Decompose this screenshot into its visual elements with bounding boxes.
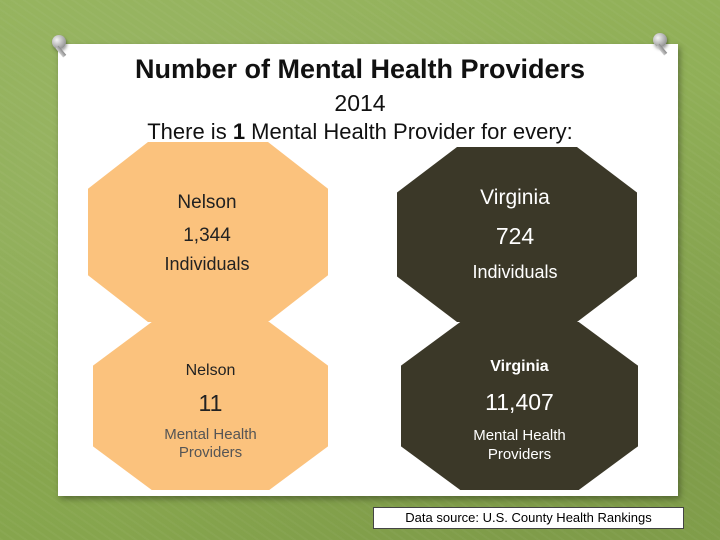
nelson-individuals-value: 1,344: [183, 225, 231, 246]
subtitle-number: 1: [232, 119, 246, 144]
nelson-providers-unit-line1: Mental Health: [164, 426, 257, 443]
nelson-providers-unit-line2: Providers: [178, 444, 243, 461]
year-label: 2014: [334, 90, 386, 116]
virginia-providers-unit-line1: Mental Health: [473, 427, 566, 444]
subtitle-prefix: There is: [147, 119, 233, 144]
page-title: Number of Mental Health Providers: [134, 54, 586, 84]
nelson-individuals-unit: Individuals: [164, 254, 250, 274]
virginia-individuals-value: 724: [495, 223, 535, 249]
nelson-providers-hexagon: Nelson 11 Mental Health Providers: [93, 322, 328, 490]
virginia-providers-hexagon: Virginia 11,407 Mental Health Providers: [401, 322, 638, 490]
virginia-providers-unit-line2: Providers: [487, 446, 552, 463]
virginia-providers-value: 11,407: [485, 389, 554, 415]
nelson-name: Nelson: [177, 192, 237, 213]
subtitle: There is 1 Mental Health Provider for ev…: [0, 119, 720, 145]
virginia-individuals-unit: Individuals: [472, 262, 558, 282]
nelson-individuals-hexagon: Nelson 1,344 Individuals: [88, 142, 328, 322]
nelson-name: Nelson: [185, 362, 236, 379]
data-source-box: Data source: U.S. County Health Rankings: [373, 507, 684, 529]
virginia-name: Virginia: [490, 358, 549, 375]
virginia-individuals-hexagon: Virginia 724 Individuals: [397, 147, 637, 322]
subtitle-suffix: Mental Health Provider for every:: [245, 119, 573, 144]
pushpin-icon: [52, 35, 66, 49]
pushpin-icon: [653, 33, 667, 47]
virginia-name: Virginia: [480, 186, 550, 209]
nelson-providers-value: 11: [198, 390, 223, 416]
